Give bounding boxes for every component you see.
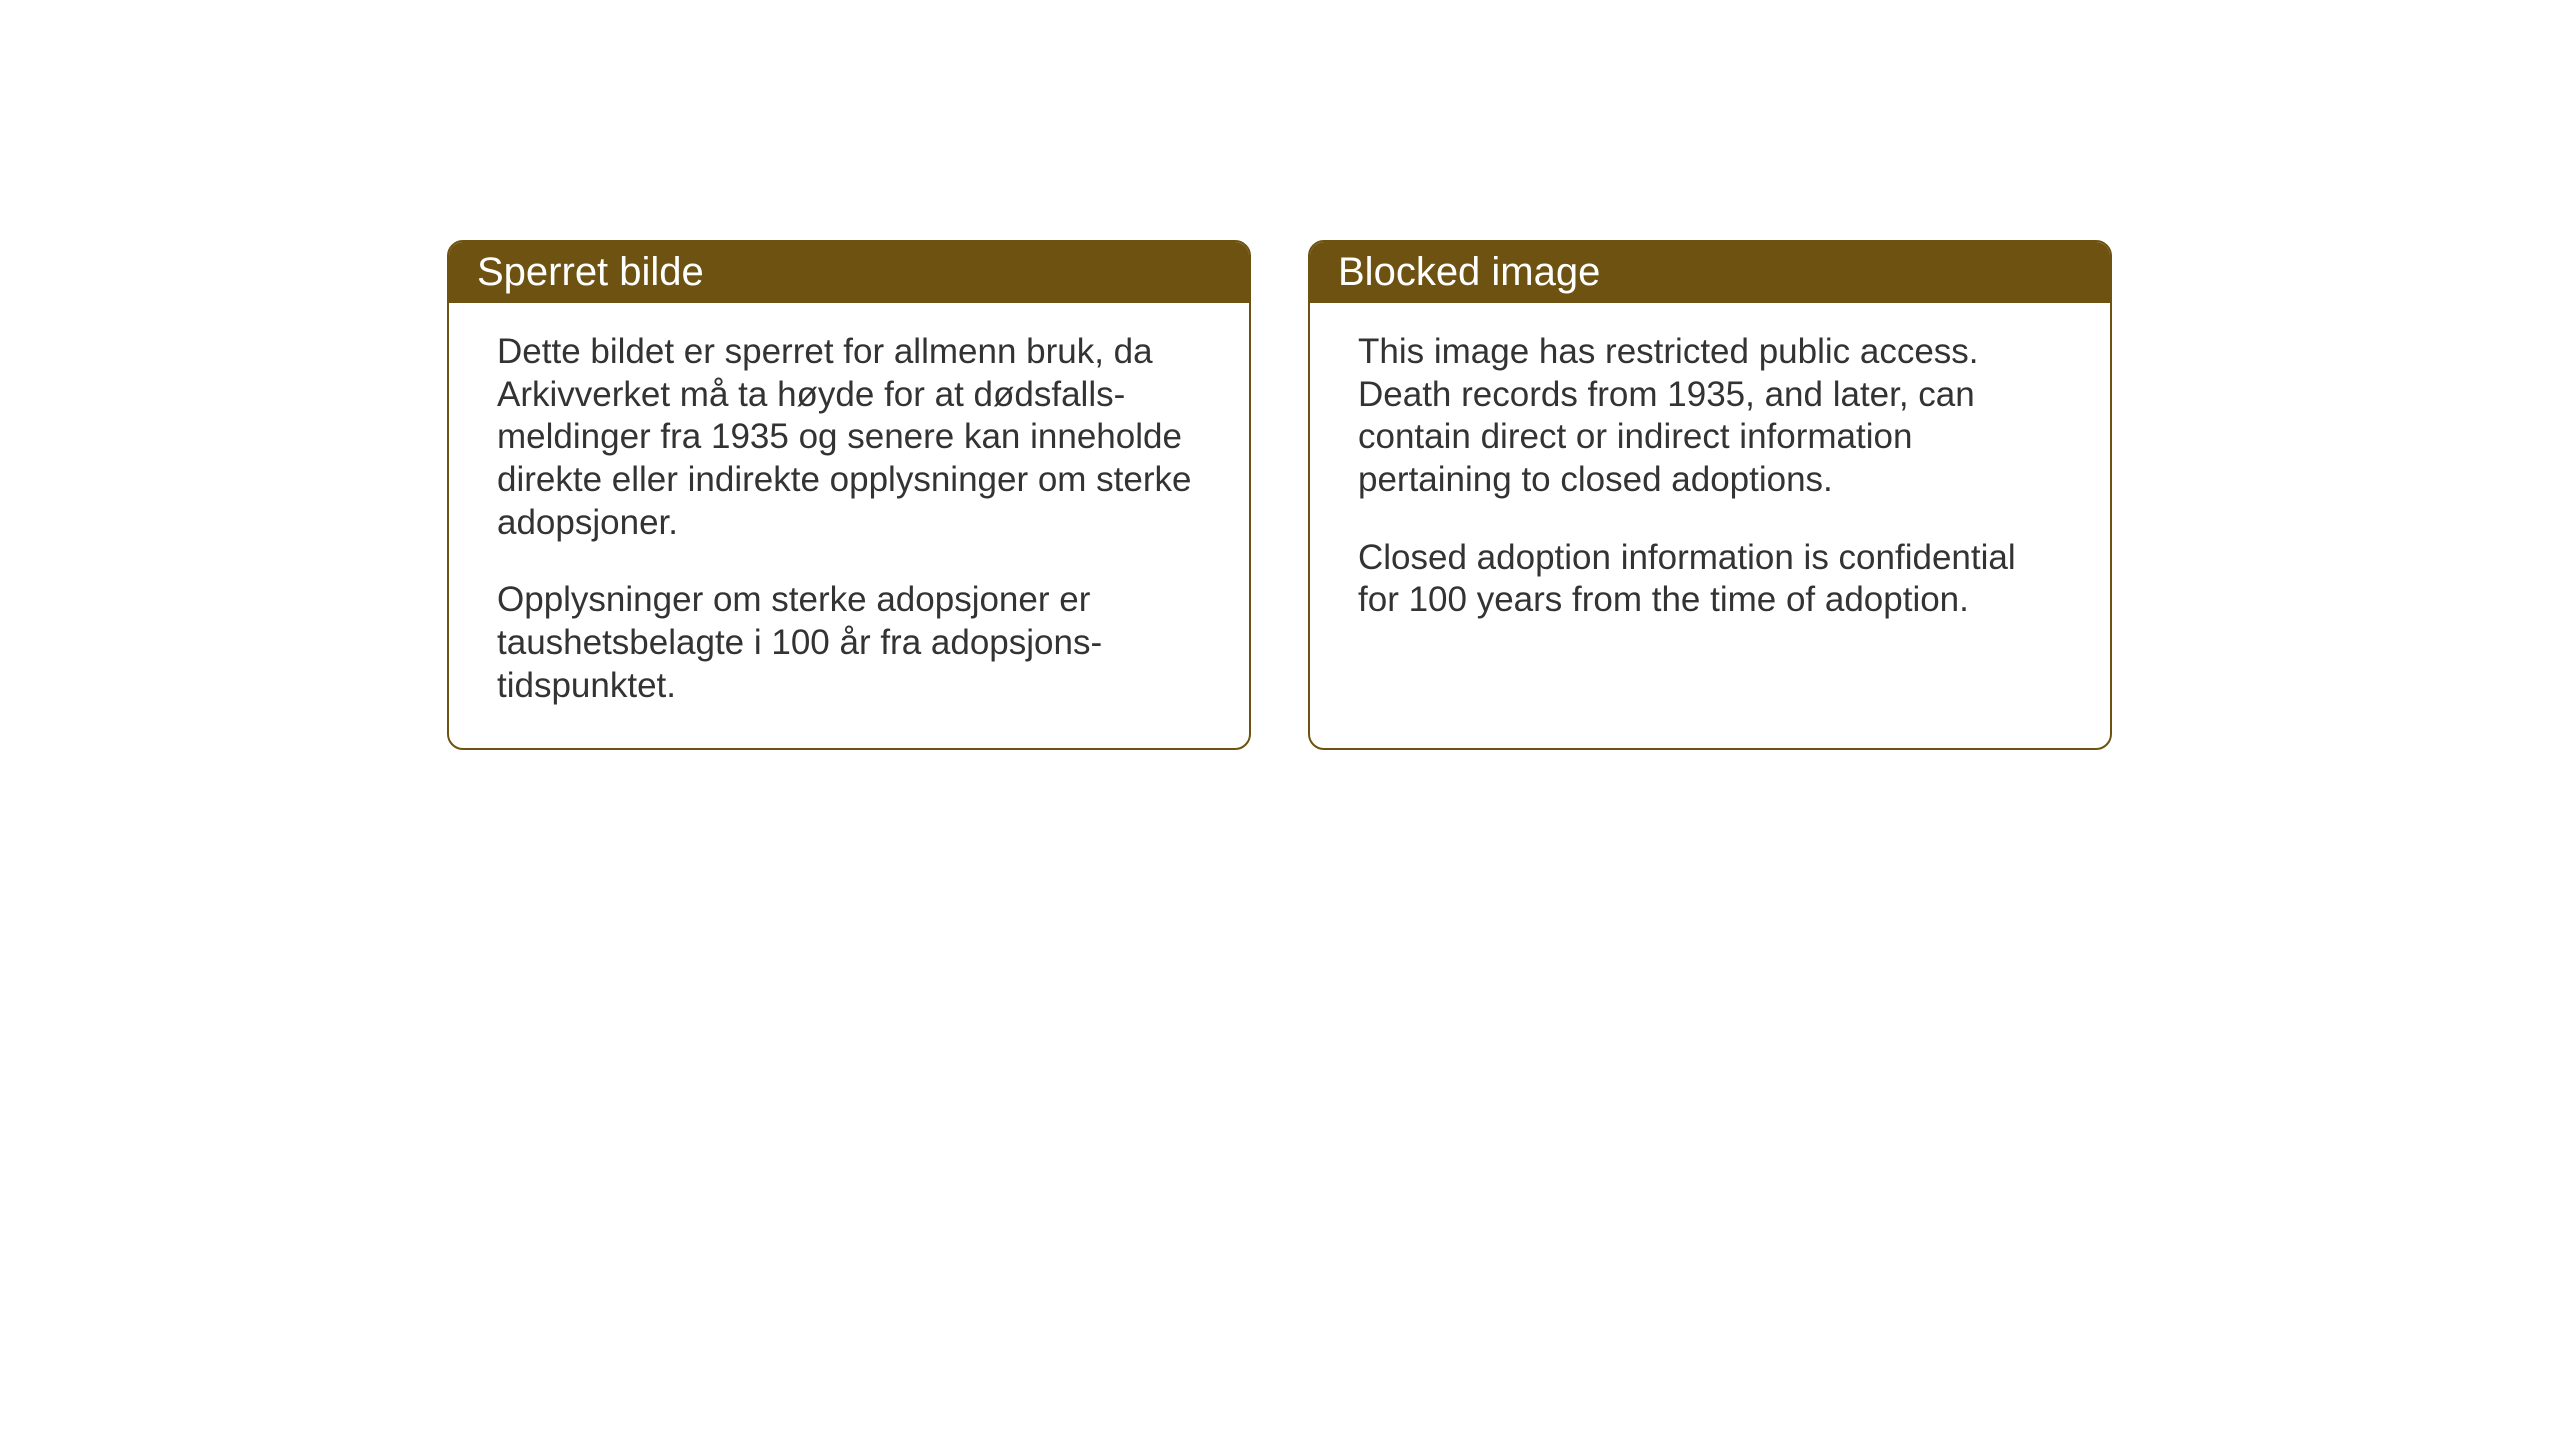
card-paragraph-1: This image has restricted public access.… <box>1358 331 2062 502</box>
card-body-norwegian: Dette bildet er sperret for allmenn bruk… <box>449 303 1249 748</box>
card-body-english: This image has restricted public access.… <box>1310 303 2110 662</box>
card-header-english: Blocked image <box>1310 242 2110 303</box>
card-english: Blocked image This image has restricted … <box>1308 240 2112 750</box>
card-norwegian: Sperret bilde Dette bildet er sperret fo… <box>447 240 1251 750</box>
card-title: Blocked image <box>1338 250 1600 294</box>
card-header-norwegian: Sperret bilde <box>449 242 1249 303</box>
card-paragraph-1: Dette bildet er sperret for allmenn bruk… <box>497 331 1201 544</box>
card-title: Sperret bilde <box>477 250 704 294</box>
cards-container: Sperret bilde Dette bildet er sperret fo… <box>447 240 2112 750</box>
card-paragraph-2: Opplysninger om sterke adopsjoner er tau… <box>497 579 1201 707</box>
card-paragraph-2: Closed adoption information is confident… <box>1358 537 2062 622</box>
